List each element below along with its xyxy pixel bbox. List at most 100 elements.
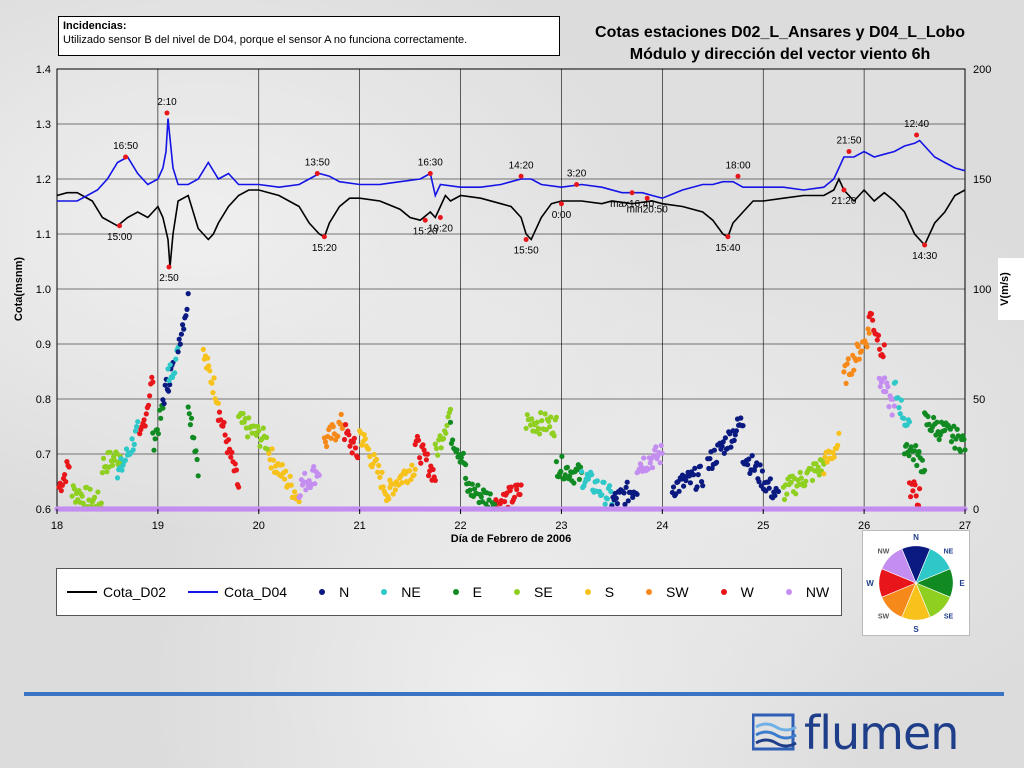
wind-point-w <box>877 346 883 352</box>
annotation-marker <box>725 234 731 240</box>
wind-point-nw <box>657 460 663 466</box>
wind-point-e <box>194 456 200 463</box>
wind-point-e <box>463 462 469 468</box>
rose-label-ne: NE <box>944 549 954 556</box>
wind-point-n <box>721 450 727 456</box>
gridlines <box>56 68 966 510</box>
wind-point-e <box>460 450 466 456</box>
wind-point-e <box>467 487 473 493</box>
wind-point-sw <box>330 424 336 430</box>
wind-point-w <box>423 457 429 463</box>
annotation-label: min20:50 <box>627 204 669 215</box>
wind-point-n <box>183 313 189 319</box>
wind-point-w <box>514 486 520 493</box>
wind-point-e <box>948 439 955 445</box>
wind-point-e <box>185 404 191 410</box>
wind-point-s <box>210 390 216 396</box>
legend-item-s: S <box>575 584 614 600</box>
wind-point-s <box>206 363 212 369</box>
wind-point-w <box>221 419 227 426</box>
wind-point-n <box>687 480 694 486</box>
wind-point-nw <box>311 464 317 470</box>
wind-point-e <box>553 459 560 465</box>
wind-point-e <box>188 415 195 421</box>
wind-point-n <box>613 495 619 501</box>
wind-point-se <box>788 479 794 485</box>
y2-axis-label: V(m/s) <box>999 272 1011 306</box>
wind-point-e <box>912 448 918 454</box>
legend-item-e: E <box>443 584 482 600</box>
wind-point-n <box>161 401 167 407</box>
wind-point-se <box>547 424 553 430</box>
chart-legend: Cota_D02 Cota_D04 N NE E SE S SW W NW <box>56 568 842 616</box>
wind-point-se <box>433 445 440 452</box>
wind-point-se <box>444 422 450 429</box>
wind-point-nw <box>658 442 664 449</box>
wind-point-s <box>380 484 386 490</box>
wind-point-w <box>874 337 880 343</box>
wind-point-e <box>475 482 481 488</box>
wind-point-n <box>623 484 629 490</box>
wind-point-s <box>821 471 827 477</box>
wind-point-s <box>366 446 372 452</box>
wind-point-s <box>830 450 836 456</box>
wind-point-ne <box>165 366 171 372</box>
wind-point-e <box>458 454 464 461</box>
x-axis-label: Día de Febrero de 2006 <box>451 533 571 545</box>
wind-point-ne <box>601 479 607 485</box>
annotation-label: 16:50 <box>113 141 138 152</box>
wind-point-w <box>430 466 436 473</box>
wind-point-ne <box>119 467 125 473</box>
wind-point-e <box>925 413 931 420</box>
wind-point-n <box>719 443 725 449</box>
wind-point-e <box>961 436 967 442</box>
annotation-marker <box>523 237 529 242</box>
wind-point-se <box>548 414 554 420</box>
wind-point-w <box>149 374 155 380</box>
y-tick-label: 0.9 <box>36 339 51 351</box>
wind-point-s <box>408 477 414 483</box>
wind-point-w <box>351 435 357 441</box>
wind-point-e <box>936 436 942 443</box>
wind-point-e <box>934 419 940 425</box>
wind-point-se <box>255 423 261 429</box>
wind-point-s <box>390 491 396 497</box>
y-axis-label: Cota(msnm) <box>13 257 25 322</box>
wind-point-s <box>296 499 302 505</box>
annotation-label: max16:40 <box>610 199 654 210</box>
wind-point-n <box>624 479 630 485</box>
wind-point-w <box>137 431 143 437</box>
x-tick-label: 27 <box>959 520 971 532</box>
wind-point-e <box>447 419 454 425</box>
y2-tick-label: 150 <box>973 174 991 186</box>
wind-point-n <box>177 341 183 347</box>
wind-point-e <box>487 491 493 497</box>
wind-point-w <box>66 464 72 470</box>
wind-point-w <box>147 393 153 399</box>
wind-point-w <box>58 488 64 494</box>
wind-point-n <box>745 462 751 468</box>
wind-point-n <box>185 291 191 297</box>
wind-point-se <box>781 496 788 503</box>
wind-point-sw <box>844 361 850 367</box>
wind-point-sw <box>851 367 857 373</box>
wind-point-se <box>538 410 544 416</box>
wind-point-ne <box>129 436 135 442</box>
y-tick-label: 0.8 <box>36 394 51 406</box>
wind-point-w <box>502 499 508 505</box>
legend-item-sw: SW <box>636 584 689 600</box>
wind-point-n <box>165 388 172 394</box>
y2-tick-label: 50 <box>973 394 985 406</box>
wind-point-se <box>92 494 98 500</box>
wind-point-s <box>412 466 418 472</box>
wind-point-n <box>697 463 704 469</box>
y-tick-label: 1.0 <box>36 284 51 296</box>
wind-point-se <box>447 406 454 412</box>
wind-point-w <box>493 497 499 503</box>
rose-label-e: E <box>959 579 965 588</box>
wind-point-e <box>942 427 948 433</box>
wind-point-w <box>508 484 514 490</box>
wind-point-s <box>822 454 828 460</box>
flumen-logo-icon <box>752 713 797 751</box>
wind-point-s <box>288 482 294 488</box>
